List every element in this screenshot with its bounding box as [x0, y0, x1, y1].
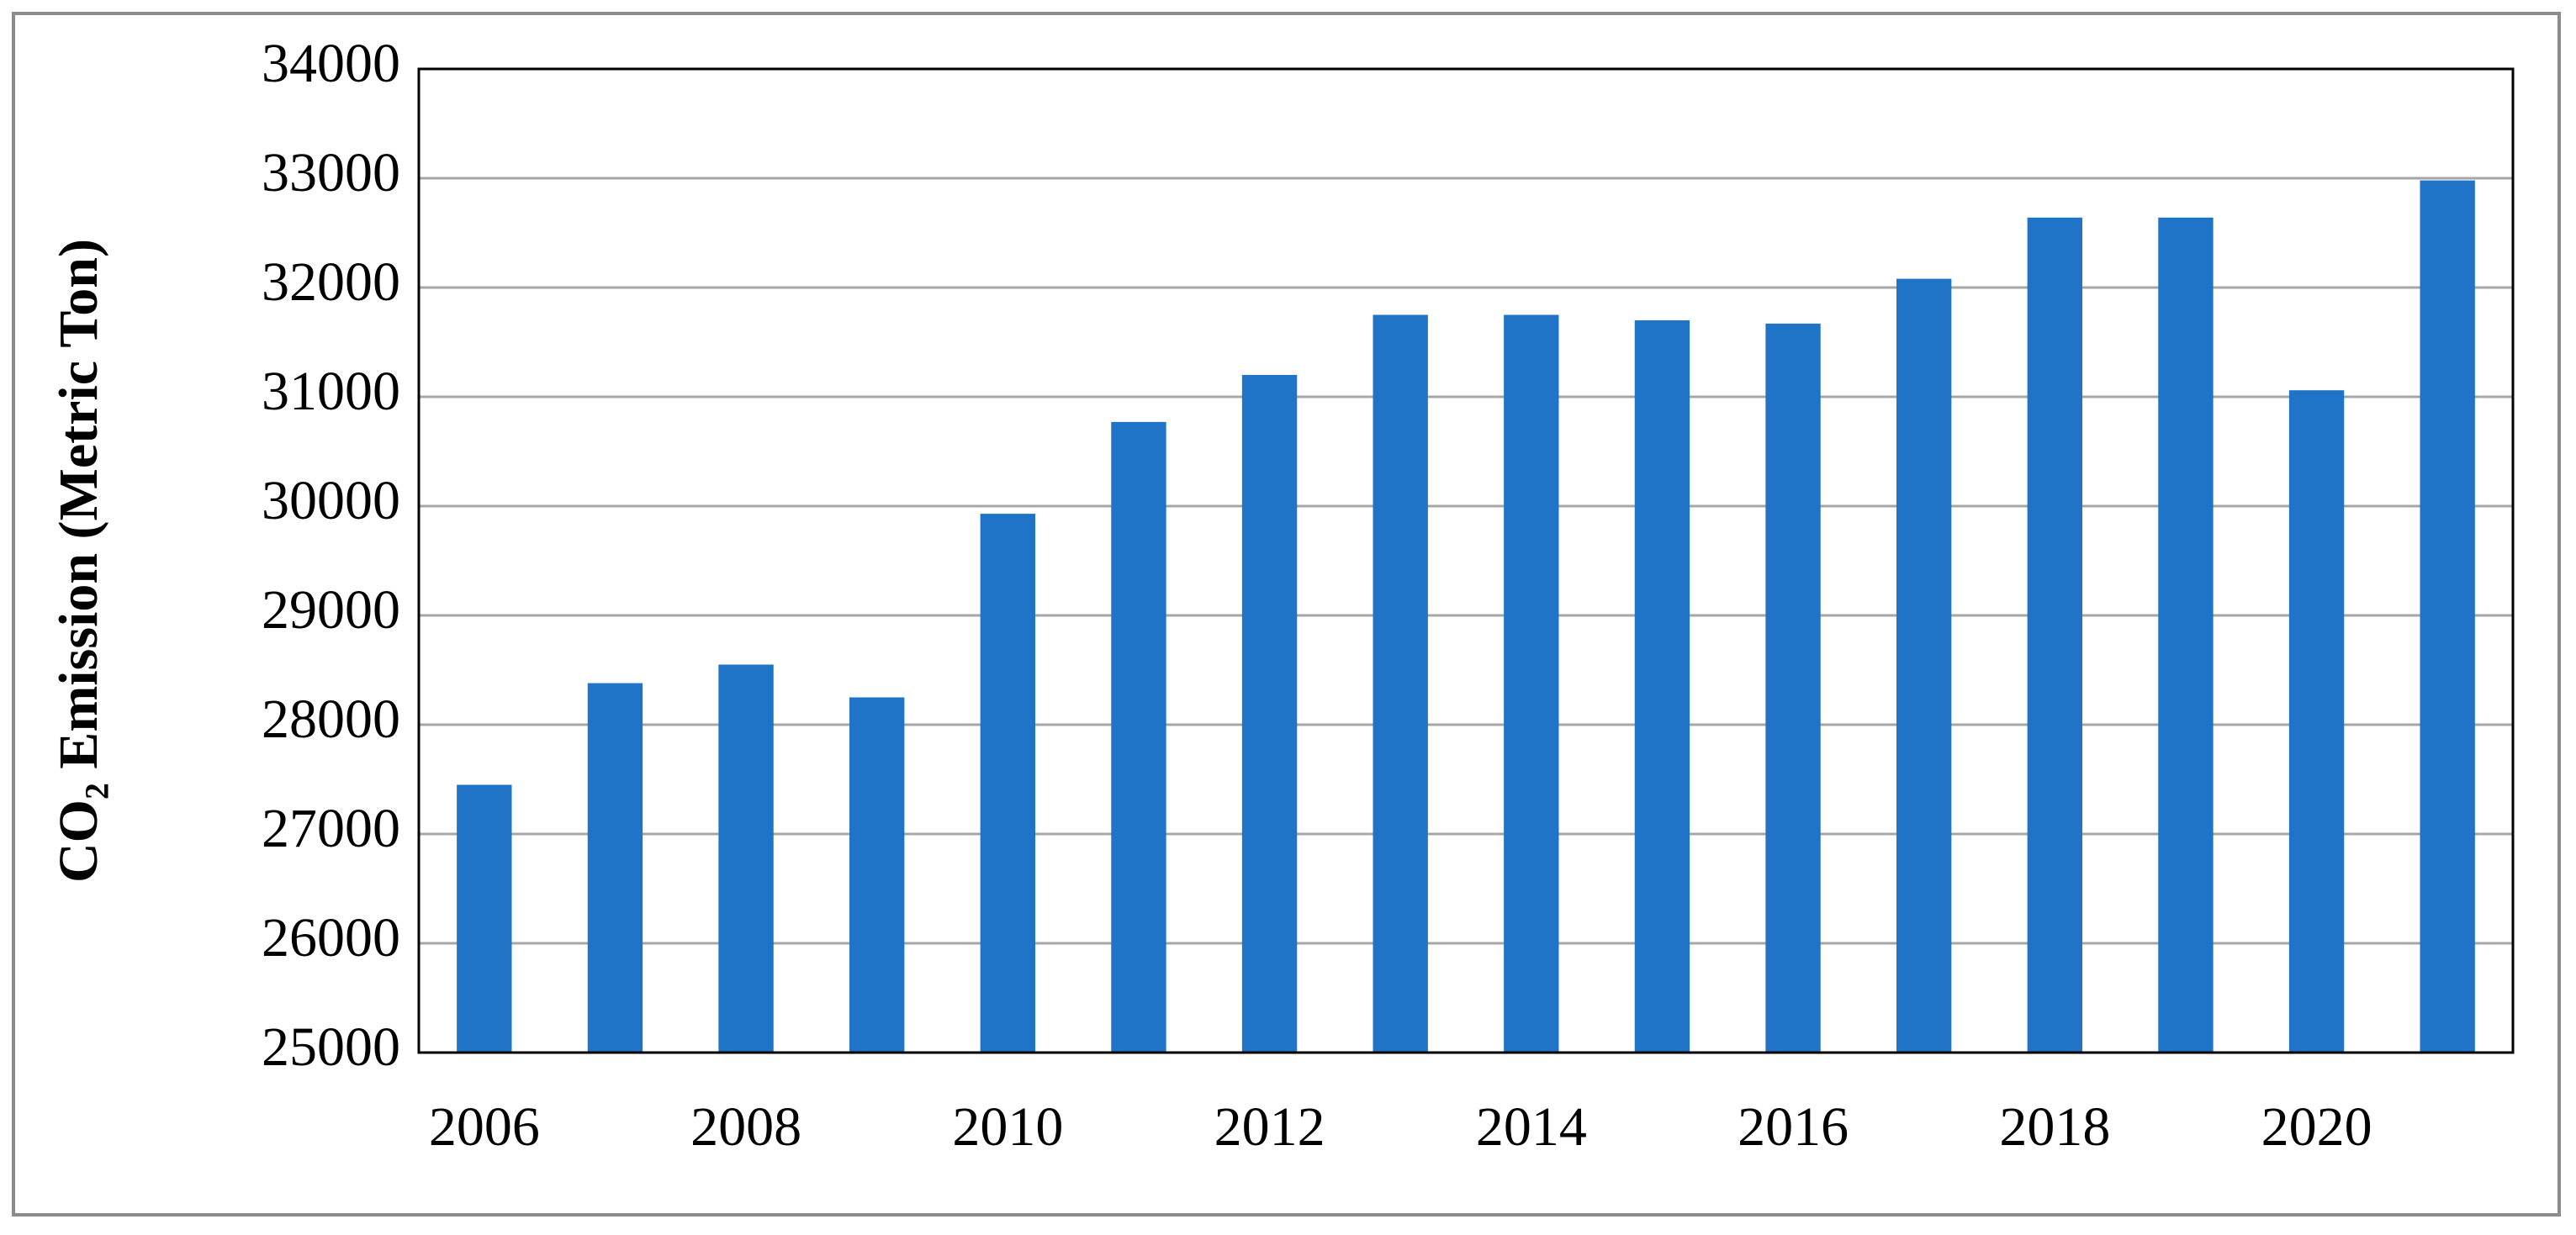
bar [718, 664, 774, 1053]
x-tick-label: 2010 [952, 1096, 1063, 1158]
y-tick-label: 31000 [262, 361, 400, 422]
y-tick-label: 33000 [262, 142, 400, 203]
bar [2027, 217, 2082, 1053]
bar [980, 514, 1035, 1053]
bar [849, 697, 905, 1053]
y-tick-label: 30000 [262, 470, 400, 531]
y-tick-label: 29000 [262, 579, 400, 641]
y-tick-label: 34000 [262, 33, 400, 94]
plot-border [417, 67, 2515, 1054]
bar [457, 784, 512, 1053]
x-tick-label: 2016 [1738, 1096, 1849, 1158]
x-tick-label: 2008 [690, 1096, 801, 1158]
bar [1241, 375, 1298, 1053]
x-tick-label: 2018 [1999, 1096, 2110, 1158]
bar [1765, 323, 1821, 1053]
bar [2288, 390, 2345, 1053]
bar [2158, 217, 2214, 1053]
bar [1634, 320, 1690, 1053]
x-tick-label: 2020 [2261, 1096, 2372, 1158]
x-tick-label: 2014 [1476, 1096, 1587, 1158]
y-tick-label: 32000 [262, 251, 400, 313]
y-axis-label: CO₂ Emission (Metric Ton) [48, 239, 109, 883]
y-tick-label: 25000 [262, 1016, 400, 1078]
x-tick-label: 2012 [1214, 1096, 1325, 1158]
y-tick-label: 27000 [262, 798, 400, 859]
bar [2420, 180, 2475, 1053]
x-tick-label: 2006 [429, 1096, 540, 1158]
y-tick-label: 26000 [262, 907, 400, 968]
y-tick-label: 28000 [262, 689, 400, 750]
bar [1111, 421, 1166, 1053]
bar [1504, 314, 1559, 1053]
bar [1896, 278, 1952, 1053]
bar [587, 683, 643, 1053]
bar [1373, 314, 1428, 1053]
outer-border [12, 12, 2561, 1217]
